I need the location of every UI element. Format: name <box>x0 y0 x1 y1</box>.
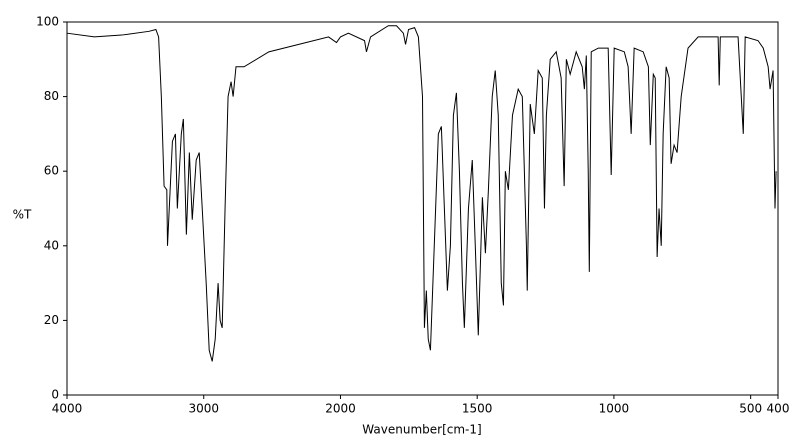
y-tick-label: 80 <box>44 89 59 103</box>
x-tick-label: 1000 <box>599 402 630 416</box>
y-tick-label: 100 <box>36 15 59 29</box>
plot-frame <box>66 21 779 396</box>
y-tick-label: 40 <box>44 238 59 252</box>
x-tick-label: 500 <box>739 402 762 416</box>
x-axis-label: Wavenumber[cm-1] <box>362 423 481 437</box>
y-tick-label: 20 <box>44 313 59 327</box>
x-tick-label: 1500 <box>462 402 493 416</box>
y-tick-label: 0 <box>51 388 59 402</box>
y-tick-label: 60 <box>44 164 59 178</box>
x-tick-label: 4000 <box>52 402 83 416</box>
spectrum-line <box>66 25 777 362</box>
x-tick-label: 2000 <box>325 402 356 416</box>
x-tick-label: 400 <box>767 402 790 416</box>
y-axis-label: %T <box>13 208 32 222</box>
x-tick-label: 3000 <box>188 402 219 416</box>
